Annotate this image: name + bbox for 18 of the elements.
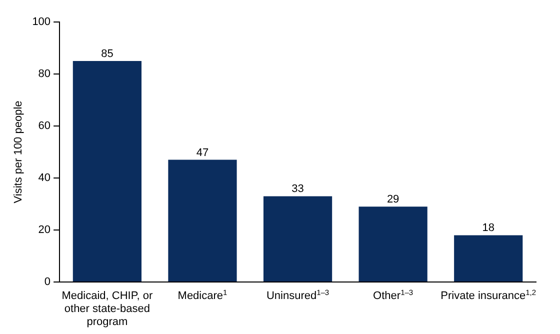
y-tick-label: 80	[38, 68, 51, 80]
bar	[454, 235, 523, 282]
y-tick-label: 20	[38, 224, 51, 236]
bar	[168, 160, 237, 282]
bar	[72, 61, 142, 282]
y-tick-label: 60	[38, 120, 51, 132]
bar	[358, 206, 428, 282]
data-label: 47	[196, 146, 209, 159]
y-tick-label: 40	[38, 172, 51, 184]
y-tick-label: 100	[32, 16, 51, 28]
category-label: Medicaid, CHIP, or other state-based program	[62, 290, 153, 328]
data-label: 85	[101, 48, 114, 60]
data-label: 33	[292, 183, 304, 196]
data-label: 29	[386, 194, 400, 206]
bar	[263, 196, 332, 282]
y-tick-label: 0	[44, 276, 51, 288]
y-axis-title: Visits per 100 people	[12, 100, 25, 204]
data-label: 18	[482, 222, 494, 234]
